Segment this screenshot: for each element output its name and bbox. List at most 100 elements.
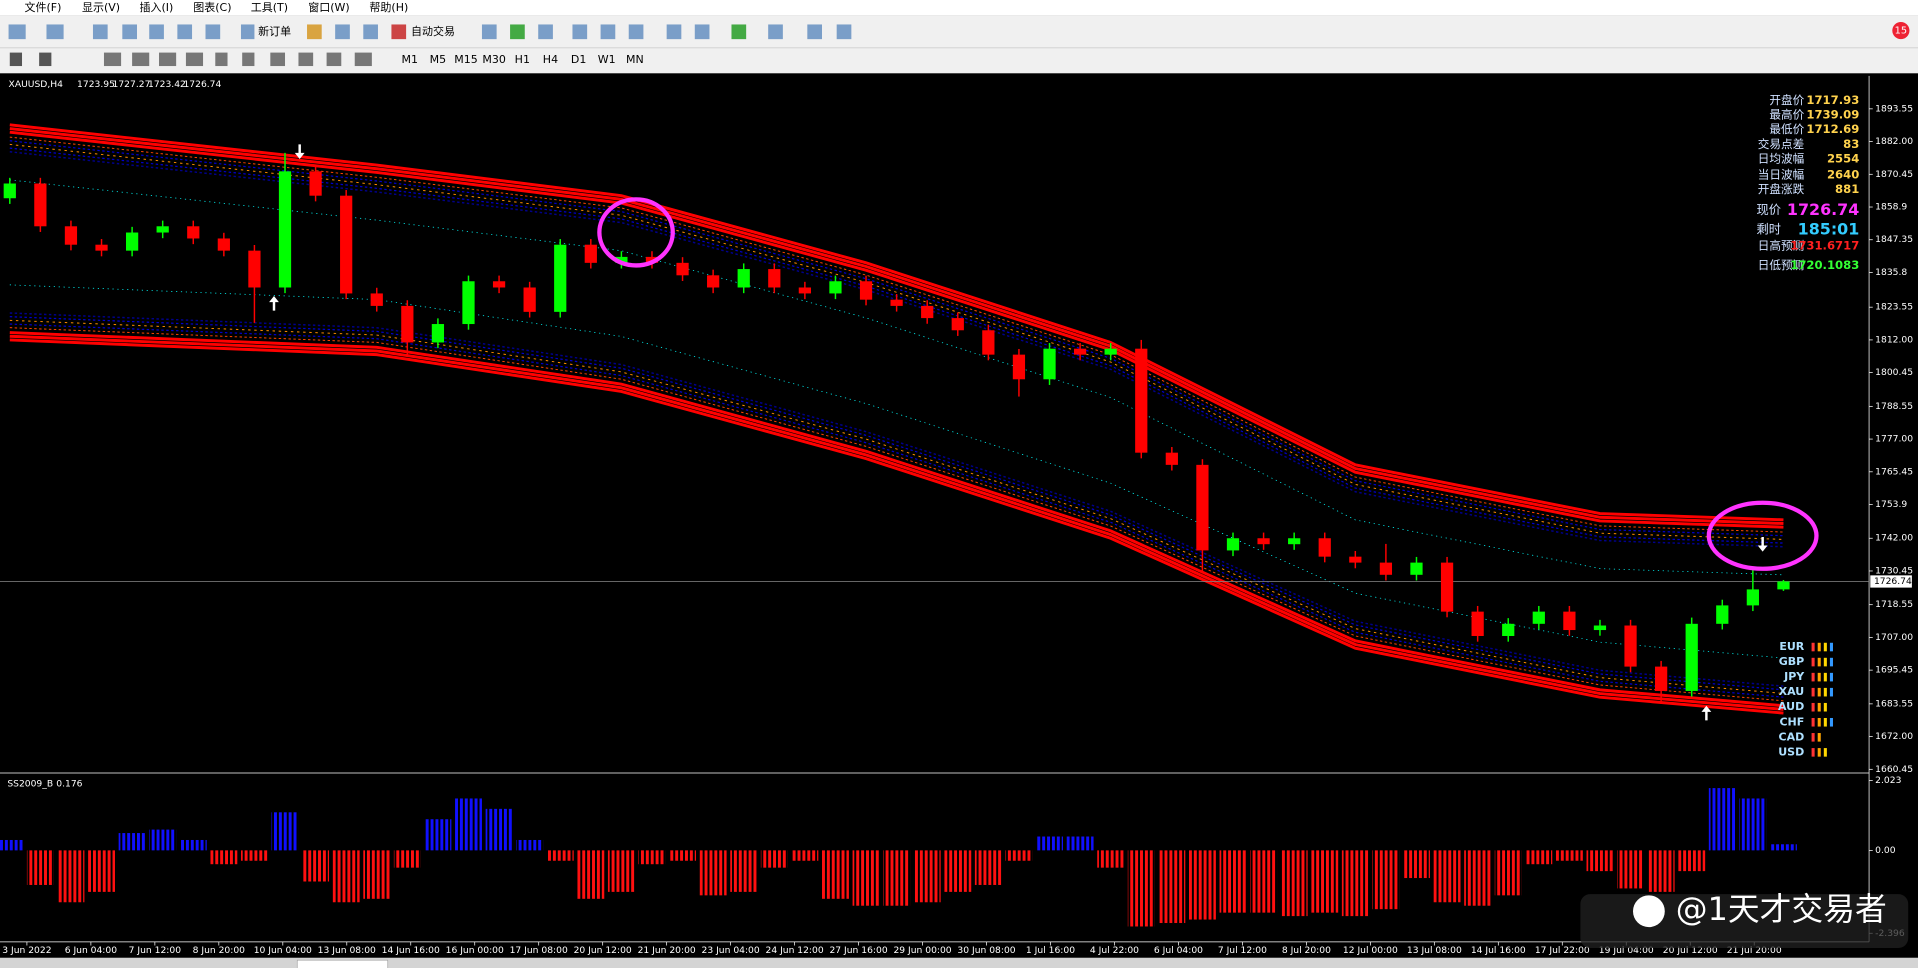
info-value: 2640 [1827, 167, 1859, 181]
y-tick-label: 1847.35 [1875, 234, 1913, 245]
timeframe-button[interactable]: M30 [482, 53, 506, 66]
menu-item[interactable]: 图表(C) [193, 0, 231, 14]
candle-body [64, 226, 78, 245]
candle-body [768, 269, 781, 288]
ohlc-value: 1727.27 [113, 79, 151, 90]
x-tick-label: 19 Jul 04:00 [1599, 945, 1654, 956]
histogram-bar [1372, 850, 1400, 910]
candle-body [890, 299, 903, 306]
histogram-bar [1280, 850, 1308, 917]
strength-bar [1829, 717, 1833, 727]
candle-body [982, 330, 995, 355]
histogram-bar [638, 850, 666, 865]
x-tick-label: 6 Jul 04:00 [1154, 945, 1203, 956]
info-label: 开盘涨跌 [1758, 182, 1805, 196]
toolbar-button[interactable]: 自动交易 [411, 24, 455, 38]
band-edge [9, 123, 1784, 522]
x-tick-label: 17 Jun 08:00 [510, 945, 568, 956]
plot: 1893.55 1882.00 1870.45 1858.9 1847.35 1835.8… [0, 79, 1913, 956]
candle-body [1073, 348, 1087, 355]
histogram-bar [332, 850, 360, 903]
candle-body [401, 305, 414, 343]
x-tick-label: 7 Jun 12:00 [129, 945, 182, 956]
histogram-bar [516, 839, 544, 851]
histogram-bar [1769, 844, 1797, 851]
histogram-bar [210, 850, 238, 865]
tab[interactable] [296, 959, 389, 968]
toolbar-button[interactable]: 新订单 [258, 24, 291, 38]
histogram-bar [1494, 850, 1522, 896]
buy-arrow [269, 296, 279, 311]
info-value: 1726.74 [1787, 200, 1859, 219]
histogram-bar [1097, 850, 1125, 868]
candle-body [1440, 562, 1454, 612]
strength-bar [1823, 642, 1827, 652]
histogram-bar [883, 850, 911, 906]
strength-bar [1811, 702, 1815, 712]
info-label: 日低预测 [1758, 258, 1804, 272]
candle-body [34, 183, 47, 227]
strength-bar [1823, 687, 1827, 697]
timeframe-button[interactable]: M1 [402, 53, 419, 66]
x-tick-label: 13 Jul 08:00 [1407, 945, 1462, 956]
histogram-bar [760, 850, 788, 868]
timeframe-button[interactable]: M15 [454, 53, 478, 66]
band-edge [9, 334, 1784, 711]
timeframe-button[interactable]: H1 [515, 53, 530, 66]
candle-body [1563, 611, 1576, 631]
strength-bar [1829, 687, 1833, 697]
menu-item[interactable]: 文件(F) [24, 0, 61, 14]
timeframe-button[interactable]: H4 [543, 53, 558, 66]
candle-body [1135, 348, 1148, 453]
band-line [9, 319, 1784, 694]
candle-body [645, 256, 659, 263]
candle-body [1318, 538, 1331, 557]
currency-label: CHF [1779, 715, 1804, 728]
y-tick-label: 1812.00 [1875, 334, 1913, 345]
watermark-logo [1632, 895, 1665, 928]
candle-body [1226, 538, 1240, 551]
histogram-bar [1005, 850, 1033, 861]
watermark: @1天才交易者 [1676, 891, 1887, 928]
x-tick-label: 21 Jun 20:00 [638, 945, 696, 956]
strength-bar [1823, 717, 1827, 727]
histogram-bar [485, 808, 513, 851]
strength-bar [1817, 717, 1821, 727]
x-tick-label: 17 Jul 22:00 [1535, 945, 1590, 956]
histogram-bar [669, 850, 697, 861]
currency-label: GBP [1779, 655, 1804, 668]
info-value: 83 [1843, 137, 1859, 151]
timeframe-button[interactable]: D1 [571, 53, 586, 66]
histogram-bar [913, 850, 941, 903]
x-tick-label: 14 Jul 16:00 [1471, 945, 1526, 956]
notification-badge[interactable] [1892, 22, 1910, 40]
candle-body [676, 262, 689, 276]
y-tick-label: 1858.9 [1875, 202, 1907, 213]
histogram-bar [26, 850, 54, 885]
menu-item[interactable]: 显示(V) [82, 1, 120, 14]
menu-item[interactable]: 工具(T) [251, 1, 288, 14]
y-tick-label: 1718.55 [1875, 599, 1913, 610]
candle-body [584, 244, 597, 263]
menu-item[interactable]: 窗口(W) [308, 0, 349, 14]
menu-item[interactable]: 插入(I) [139, 0, 173, 14]
y-tick-label: 1753.9 [1875, 499, 1907, 510]
strength-bar [1811, 748, 1815, 757]
menu-item[interactable]: 帮助(H) [369, 0, 408, 14]
menu: 文件(F) 显示(V) 插入(I) 图表(C) 工具(T) 窗口(W) 帮助(H) 新订单 自动… [24, 0, 643, 66]
y-tick-label: 1730.45 [1875, 565, 1913, 576]
info-label: 交易点差 [1758, 137, 1804, 151]
x-tick-label: 1 Jul 16:00 [1026, 945, 1075, 956]
timeframe-button[interactable]: W1 [598, 53, 616, 66]
y-tick-label: 1672.00 [1875, 731, 1913, 742]
ohlc-value: 1723.95 [77, 79, 115, 90]
info-label: 当日波幅 [1758, 167, 1805, 181]
y-tick-label: 1777.00 [1875, 434, 1913, 445]
band-line [9, 327, 1784, 702]
candle-body [1471, 611, 1484, 636]
info-label: 最低价 [1769, 122, 1804, 136]
timeframe-button[interactable]: MN [626, 53, 644, 66]
strength-bar [1817, 702, 1821, 712]
timeframe-button[interactable]: M5 [430, 53, 447, 66]
histogram-bar [88, 850, 115, 892]
